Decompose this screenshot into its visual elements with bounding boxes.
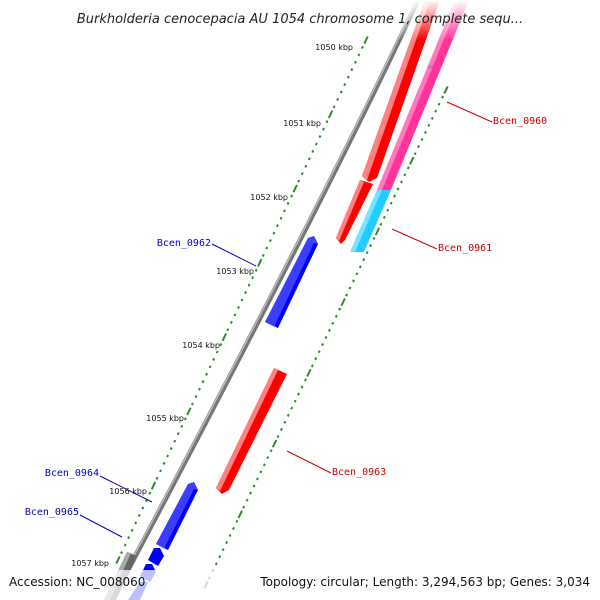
gene-leader-line [211, 243, 257, 267]
gene-label-bcen-0964[interactable]: Bcen_0964 [45, 468, 99, 479]
gene-bar-bcen-0963[interactable] [216, 368, 287, 494]
tick-label: 1056 kbp [109, 487, 147, 496]
gene-label-bcen-0962[interactable]: Bcen_0962 [157, 238, 211, 249]
tick-label: 1051 kbp [283, 119, 321, 128]
gene-label-bcen-0960[interactable]: Bcen_0960 [493, 116, 547, 127]
gene-label-bcen-0961[interactable]: Bcen_0961 [438, 243, 492, 254]
gene-bar-bcen-0962[interactable] [265, 236, 318, 328]
gene-leader-line [391, 228, 438, 250]
gene-leader-line [99, 475, 153, 503]
tick-label: 1054 kbp [182, 341, 220, 350]
tick-label: 1052 kbp [250, 193, 288, 202]
gene-leader-line [286, 450, 332, 474]
title-fade [0, 0, 600, 40]
gene-labels: Bcen_0960 Bcen_0961 Bcen_0962 Bcen_0963 Bcen… [25, 101, 547, 538]
outer-tick-track [203, 85, 449, 590]
gene-label-bcen-0963[interactable]: Bcen_0963 [332, 467, 386, 478]
inner-tick-track [115, 35, 369, 565]
map-title: Burkholderia cenocepacia AU 1054 chromos… [77, 12, 523, 27]
tick-label: 1055 kbp [146, 414, 184, 423]
gene-bar-bcen-0960[interactable] [362, 0, 440, 182]
tick-label: 1053 kbp [216, 267, 254, 276]
tick-label: 1057 kbp [71, 559, 109, 568]
topology-info-text: Topology: circular; Length: 3,294,563 bp… [259, 575, 590, 589]
backbone [109, 0, 421, 600]
tick-label: 1050 kbp [315, 43, 353, 52]
footer-backdrop [0, 570, 600, 600]
gene-label-bcen-0965[interactable]: Bcen_0965 [25, 507, 79, 518]
tick-labels: 1050 kbp 1051 kbp 1052 kbp 1053 kbp 1054 kbp… [71, 43, 353, 568]
gene-bar-bcen-0964[interactable] [156, 482, 198, 550]
gene-bar-bcen-0961[interactable] [336, 180, 373, 244]
gene-leader-line [446, 101, 493, 123]
rna-track [350, 0, 469, 252]
gene-leader-line [79, 514, 123, 538]
accession-text: Accession: NC_008060 [9, 575, 145, 589]
